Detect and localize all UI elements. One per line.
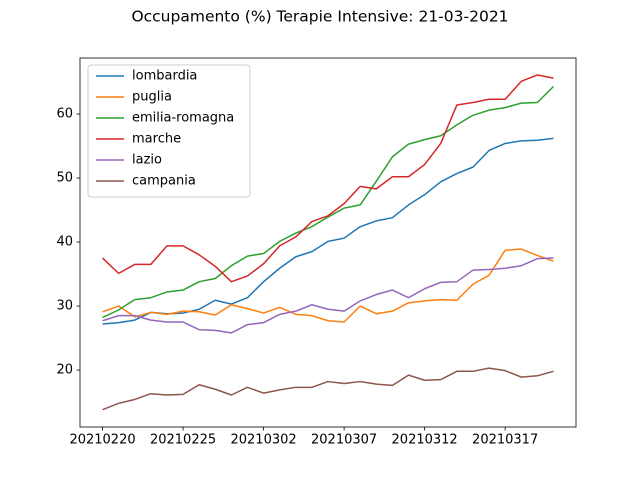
chart-title: Occupamento (%) Terapie Intensive: 21-03… [131,8,508,26]
y-tick-label: 50 [56,171,73,186]
plot-frame [79,57,577,428]
x-tick-label: 20210225 [150,433,216,448]
series-line [102,367,554,411]
x-tick-label: 20210307 [311,433,377,448]
legend-label: puglia [132,90,172,105]
x-tick-label: 20210317 [472,433,538,448]
legend-label: emilia-romagna [132,111,234,126]
series-line [102,137,554,325]
y-tick-label: 40 [56,235,73,250]
legend: lombardia puglia emilia-romagna marche lazio… [87,64,251,198]
y-tick-label: 20 [56,363,73,378]
y-tick-label: 60 [56,107,73,122]
legend-label: campania [132,174,196,189]
legend-box [87,64,251,198]
legend-label: lombardia [132,69,197,84]
series-line [102,85,554,319]
series-line [102,74,554,283]
series-line [102,257,554,334]
x-tick-label: 20210220 [69,433,135,448]
y-tick-label: 30 [56,299,73,314]
x-tick-label: 20210302 [230,433,296,448]
x-tick-label: 20210312 [392,433,458,448]
legend-label: marche [132,132,181,147]
series-line [102,248,554,323]
legend-label: lazio [132,153,162,168]
